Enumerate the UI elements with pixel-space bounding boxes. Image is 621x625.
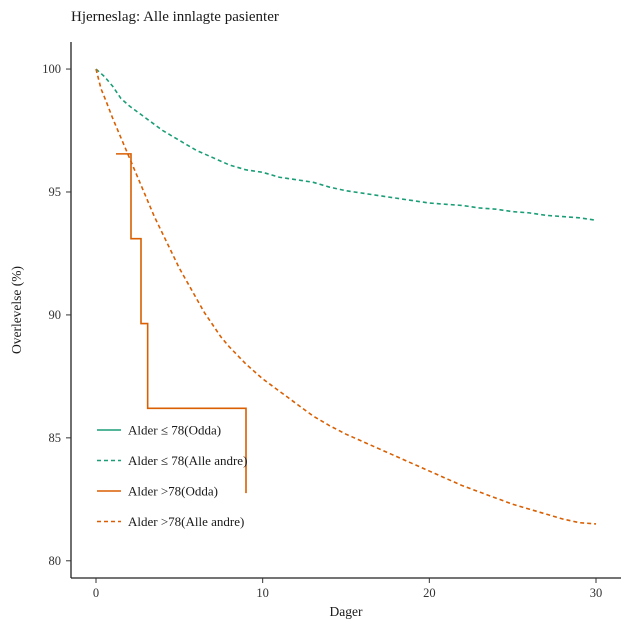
y-tick-label: 95	[49, 185, 62, 199]
y-tick-label: 100	[42, 62, 61, 76]
y-tick-label: 80	[49, 554, 62, 568]
y-tick-label: 90	[49, 308, 62, 322]
x-axis-title: Dager	[330, 604, 363, 619]
x-tick-label: 0	[93, 586, 99, 600]
axes	[70, 42, 621, 579]
x-ticks: 0 10 20 30	[93, 578, 602, 600]
y-ticks: 80 85 90 95 100	[42, 62, 71, 568]
legend-label-2: Alder >78(Odda)	[128, 484, 218, 499]
y-axis-title: Overlevelse (%)	[9, 266, 24, 354]
legend-label-0: Alder ≤ 78(Odda)	[128, 423, 221, 438]
series-line-3	[95, 68, 597, 525]
chart-title: Hjerneslag: Alle innlagte pasienter	[71, 9, 279, 25]
x-tick-label: 30	[590, 586, 603, 600]
series-layer	[95, 68, 597, 525]
series-line-1	[95, 68, 597, 222]
legend-label-3: Alder >78(Alle andre)	[128, 514, 244, 529]
x-tick-label: 10	[256, 586, 269, 600]
x-tick-label: 20	[423, 586, 436, 600]
legend-label-1: Alder ≤ 78(Alle andre)	[128, 453, 247, 468]
series-line-2	[116, 153, 247, 494]
legend: Alder ≤ 78(Odda) Alder ≤ 78(Alle andre) Al…	[97, 423, 247, 529]
y-tick-label: 85	[49, 431, 62, 445]
